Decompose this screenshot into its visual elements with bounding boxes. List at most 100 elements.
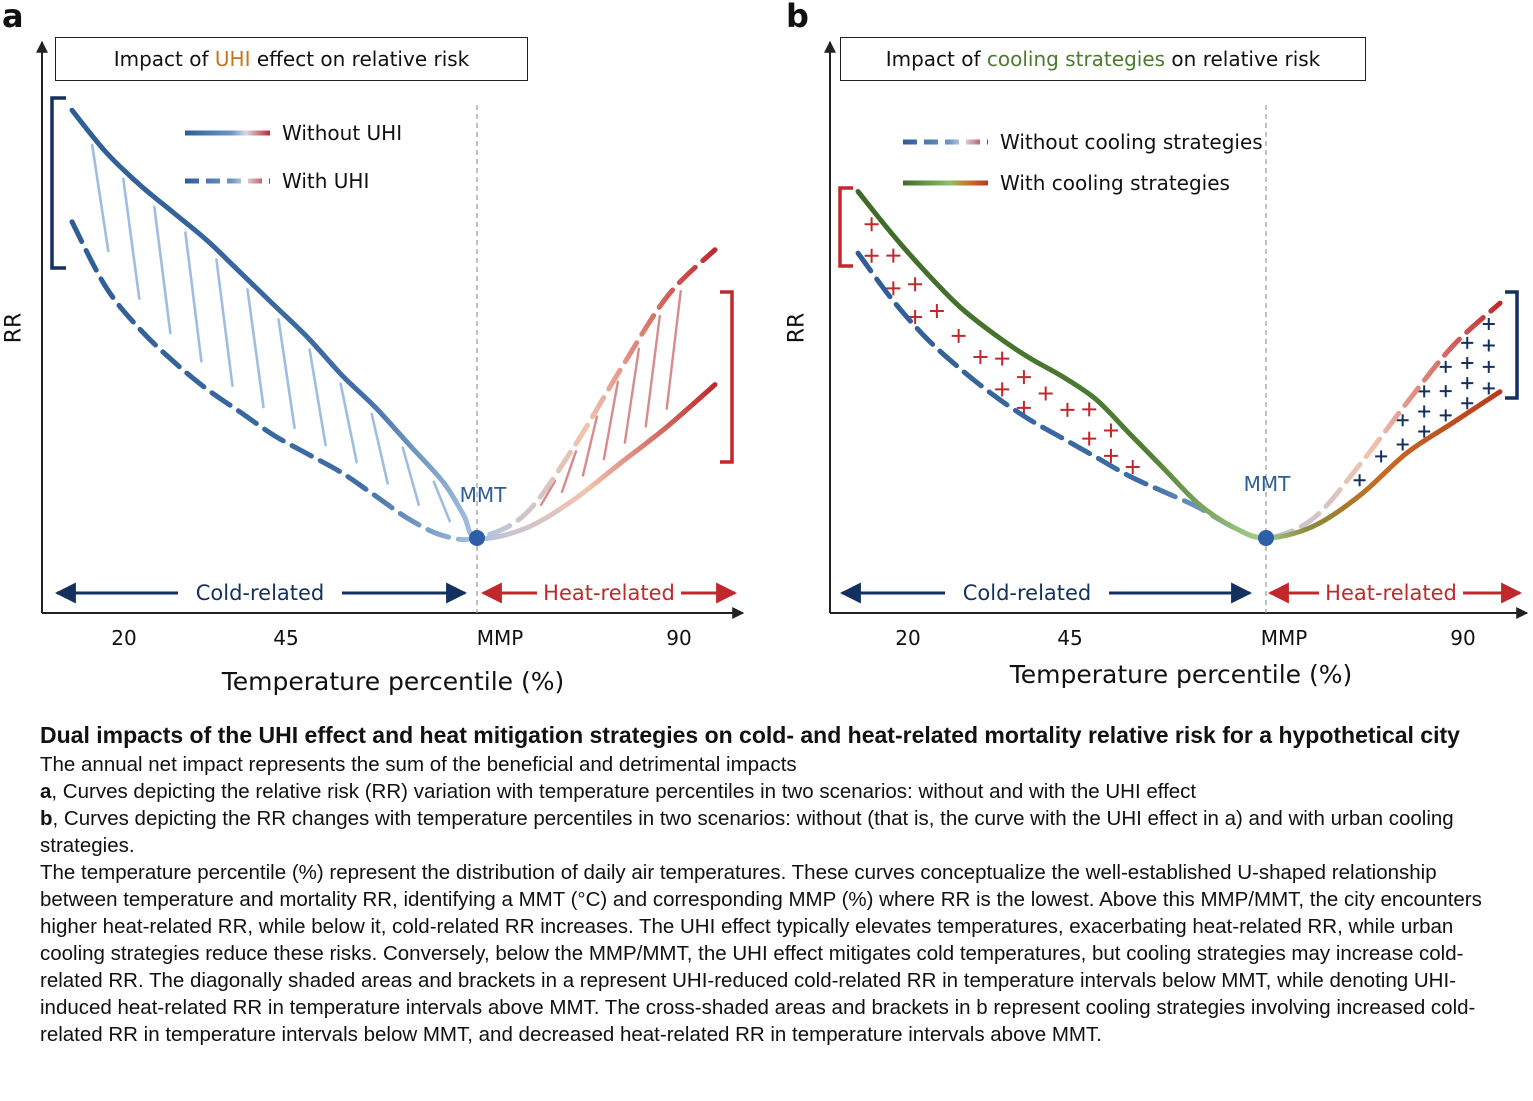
cross-cold — [1103, 423, 1118, 438]
hatch-cold — [401, 446, 421, 507]
cross-heat — [1439, 360, 1452, 373]
cross-cold — [908, 309, 923, 324]
panel-b-title-highlight: cooling strategies — [986, 47, 1166, 71]
bracket-cold — [50, 96, 66, 270]
figure: a b Impact of UHI effect on relative ris… — [2, 0, 1529, 696]
panel-a-mmt-label: MMT — [460, 483, 508, 507]
cross-cold — [886, 248, 901, 263]
panel-b-title: Impact of cooling strategies on relative… — [840, 37, 1366, 81]
caption: Dual impacts of the UHI effect and heat … — [40, 720, 1500, 1048]
cross-cold — [1016, 400, 1031, 415]
cross-heat — [1461, 336, 1474, 349]
hatch-heat — [560, 450, 578, 494]
cross-heat — [1461, 356, 1474, 369]
cross-heat — [1482, 339, 1495, 352]
panel-a-title-highlight: UHI — [214, 47, 251, 71]
hatch-cold — [90, 144, 110, 253]
panel-a-x-label: Temperature percentile (%) — [221, 667, 565, 696]
chart-svg: RR Temperature percentile (%) 20 45 MMP 90 MMT… — [2, 40, 1529, 696]
panel-b-x-label: Temperature percentile (%) — [1009, 660, 1353, 689]
cross-cold — [864, 217, 879, 232]
cross-cold — [864, 248, 879, 263]
cross-cold — [908, 277, 923, 292]
caption-a: a, Curves depicting the relative risk (R… — [40, 778, 1500, 805]
panel-a-letter: a — [2, 0, 24, 35]
panel-a-mmt-point — [469, 530, 485, 546]
caption-a-label: a — [40, 780, 52, 803]
panel-a-title: Impact of UHI effect on relative risk — [55, 37, 528, 81]
panel-b-title-before: Impact of — [885, 47, 987, 71]
cross-cold — [1038, 386, 1053, 401]
cross-heat — [1418, 425, 1431, 438]
panel-b-title-after: on relative risk — [1165, 47, 1321, 71]
legend-label-0: Without UHI — [282, 121, 402, 145]
panel-b-mmt-label: MMT — [1244, 472, 1292, 496]
hatch-cold — [370, 412, 390, 485]
cross-cold — [1016, 370, 1031, 385]
legend-label-1: With UHI — [282, 169, 369, 193]
hatch-heat — [539, 479, 557, 507]
cross-heat — [1482, 360, 1495, 373]
cross-cold — [886, 281, 901, 296]
panel-a-cold-label: Cold-related — [196, 581, 325, 605]
panel-a-x-tick-2: MMP — [477, 626, 524, 650]
cross-heat — [1461, 377, 1474, 390]
legend-label-1: With cooling strategies — [1000, 171, 1230, 195]
hatch-cold — [122, 177, 141, 300]
cross-cold — [1103, 448, 1118, 463]
cross-heat — [1375, 450, 1388, 463]
panel-a-y-label: RR — [2, 313, 27, 344]
cross-cold — [973, 350, 988, 365]
series-solid-line — [855, 189, 1503, 541]
hatch-cold — [153, 205, 172, 335]
panel-a-heat-label: Heat-related — [543, 581, 675, 605]
hatch-heat — [644, 314, 661, 428]
panel-b-x-tick-3: 90 — [1450, 626, 1475, 650]
cross-cold — [929, 304, 944, 319]
hatch-heat — [665, 289, 682, 410]
cross-heat — [1439, 385, 1452, 398]
hatch-heat — [602, 380, 620, 461]
cross-cold — [951, 328, 966, 343]
caption-b: b, Curves depicting the RR changes with … — [40, 805, 1500, 859]
series-dashed-line — [855, 250, 1503, 541]
caption-line1: The annual net impact represents the sum… — [40, 753, 797, 776]
hatch-cold — [184, 231, 203, 363]
panel-b-x-tick-2: MMP — [1261, 626, 1308, 650]
caption-a-text: , Curves depicting the relative risk (RR… — [51, 780, 1197, 803]
cross-heat — [1461, 397, 1474, 410]
bracket-heat — [720, 290, 734, 464]
series-solid-line — [69, 107, 718, 542]
cross-heat — [1418, 385, 1431, 398]
caption-body: The temperature percentile (%) represent… — [40, 861, 1482, 1046]
panel-b-heat-label: Heat-related — [1325, 581, 1457, 605]
hatch-cold — [277, 318, 296, 430]
cross-heat — [1439, 409, 1452, 422]
panel-b-y-label: RR — [785, 313, 810, 344]
panel-b-letter: b — [786, 0, 809, 35]
cross-cold — [1125, 460, 1140, 475]
panel-a-title-before: Impact of — [113, 47, 215, 71]
hatch-cold — [246, 288, 265, 409]
bracket-cold — [838, 186, 853, 268]
panel-b-mmt-point — [1258, 530, 1274, 546]
cross-cold — [1082, 431, 1097, 446]
bracket-heat — [1505, 290, 1519, 400]
caption-b-label: b — [40, 807, 53, 830]
cross-heat — [1482, 382, 1495, 395]
panel-b-x-tick-1: 45 — [1057, 626, 1082, 650]
cross-heat — [1353, 474, 1366, 487]
hatch-cold — [308, 348, 327, 447]
cross-heat — [1418, 405, 1431, 418]
panel-a-title-after: effect on relative risk — [250, 47, 470, 71]
panel-a-x-tick-0: 20 — [111, 626, 136, 650]
legend-label-0: Without cooling strategies — [1000, 130, 1263, 154]
panel-b-x-tick-0: 20 — [895, 626, 920, 650]
hatch-cold — [432, 480, 452, 523]
hatch-cold — [215, 258, 234, 388]
panel-a-x-tick-3: 90 — [666, 626, 691, 650]
caption-title: Dual impacts of the UHI effect and heat … — [40, 722, 1460, 748]
cross-cold — [995, 351, 1010, 366]
cross-heat — [1396, 438, 1409, 451]
hatch-heat — [623, 347, 641, 444]
